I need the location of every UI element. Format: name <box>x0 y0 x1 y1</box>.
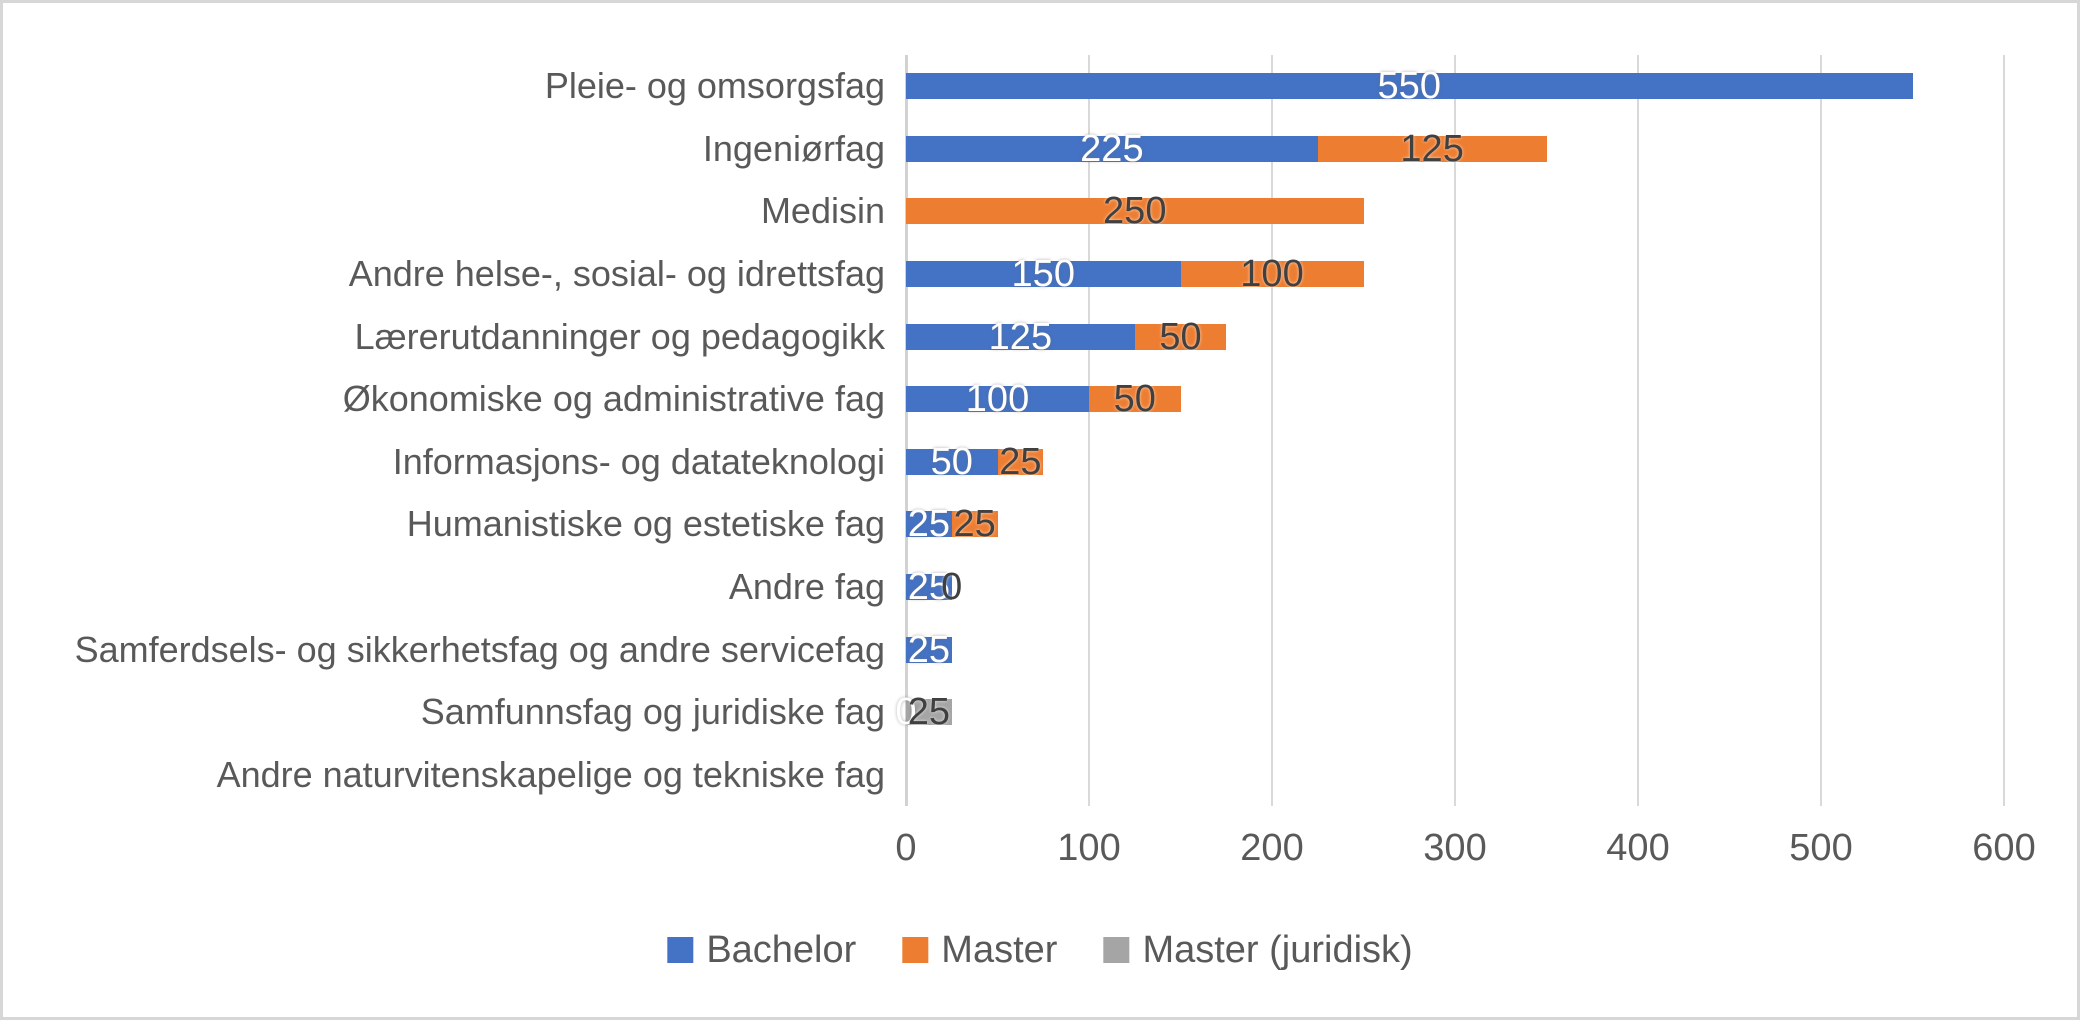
category-label: Andre fag <box>728 565 885 607</box>
category-label: Samferdsels- og sikkerhetsfag og andre s… <box>74 628 885 670</box>
legend-item: Master <box>902 931 1057 969</box>
value-label: 100 <box>965 378 1030 421</box>
category-label: Informasjons- og datateknologi <box>392 440 885 482</box>
bar-segment-bachelor <box>906 573 952 600</box>
bar-segment-master <box>997 448 1044 475</box>
value-label: 25 <box>907 628 951 671</box>
value-label: 100 <box>1240 253 1304 296</box>
category-label: Ingeniørfag <box>702 127 885 169</box>
legend-item: Master (juridisk) <box>1103 929 1413 971</box>
legend-label: Bachelor <box>706 929 857 971</box>
legend-swatch <box>902 937 929 963</box>
category-label: Økonomiske og administrative fag <box>342 378 885 420</box>
x-tick-label: 0 <box>895 827 917 869</box>
x-tick-label: 100 <box>1057 827 1121 869</box>
value-label: 125 <box>988 315 1053 358</box>
legend-label: Master <box>941 929 1058 971</box>
category-label: Andre naturvitenskapelige og tekniske fa… <box>216 753 885 795</box>
value-label: 50 <box>930 440 973 483</box>
bar-segment-master-juridisk <box>906 699 952 726</box>
category-label: Pleie- og omsorgsfag <box>544 65 885 107</box>
gridline <box>1088 55 1090 806</box>
x-tick-label: 300 <box>1423 827 1487 869</box>
value-label: 25 <box>953 503 996 546</box>
gridline <box>905 55 908 806</box>
legend: Bachelor Master Master (juridisk) <box>667 929 1413 971</box>
value-label: 550 <box>1377 65 1441 108</box>
bar-segment-master <box>1180 261 1364 288</box>
bar-segment-master <box>906 198 1364 225</box>
bar-segment-master <box>1134 323 1227 350</box>
gridline <box>1820 55 1822 806</box>
legend-swatch <box>667 937 694 963</box>
value-label: 225 <box>1080 127 1144 170</box>
category-label: Lærerutdanninger og pedagogikk <box>354 315 885 357</box>
bar-segment-bachelor <box>906 135 1318 162</box>
bar-segment-bachelor <box>906 386 1089 413</box>
bar-segment-bachelor <box>906 448 998 475</box>
gridline <box>1637 55 1639 806</box>
gridline <box>2003 55 2005 806</box>
bar-segment-bachelor <box>906 511 952 538</box>
legend-label: Master (juridisk) <box>1142 929 1413 971</box>
category-label: Medisin <box>760 190 885 232</box>
value-label: 250 <box>1103 190 1167 233</box>
value-label: 25 <box>999 440 1042 483</box>
gridline <box>1454 55 1456 806</box>
value-label: 25 <box>907 503 951 546</box>
bar-segment-bachelor <box>906 636 952 663</box>
gridline <box>1271 55 1273 806</box>
category-label: Samfunnsfag og juridiske fag <box>420 691 885 733</box>
bar-segment-bachelor <box>906 261 1181 288</box>
value-label: 25 <box>907 565 951 608</box>
bar-segment-bachelor <box>906 323 1135 350</box>
value-label: 125 <box>1400 127 1464 170</box>
x-tick-label: 200 <box>1240 827 1304 869</box>
category-label: Andre helse-, sosial- og idrettsfag <box>348 253 885 295</box>
legend-item: Bachelor <box>667 931 856 969</box>
value-label: 150 <box>1011 253 1075 296</box>
bar-segment-master <box>1317 135 1547 162</box>
value-label: 25 <box>907 691 951 734</box>
bar-segment-master <box>951 511 998 538</box>
value-label: 0 <box>895 691 917 734</box>
bar-segment-bachelor <box>906 73 1913 100</box>
bar-segment-master <box>1089 386 1181 413</box>
value-label: 50 <box>1159 315 1202 358</box>
x-tick-label: 500 <box>1789 827 1853 869</box>
x-tick-label: 400 <box>1606 827 1670 869</box>
category-label: Humanistiske og estetiske fag <box>406 503 885 545</box>
x-tick-label: 600 <box>1972 827 2036 869</box>
value-label: 0 <box>941 565 963 608</box>
legend-swatch <box>1103 937 1130 963</box>
value-label: 50 <box>1113 378 1156 421</box>
